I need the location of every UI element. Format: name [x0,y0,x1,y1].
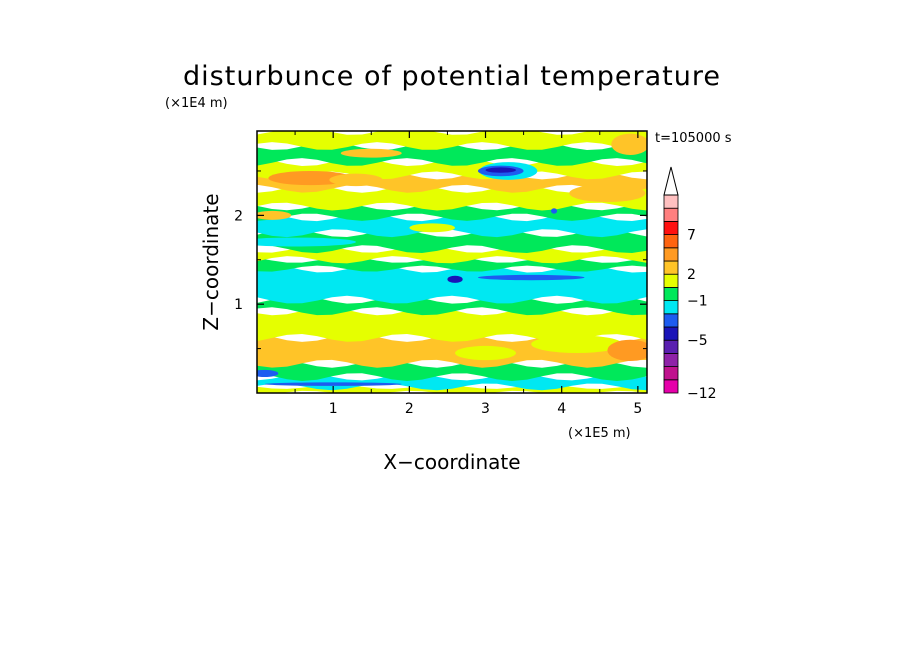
colorbar-level [663,286,679,301]
colorbar-label: −1 [687,294,708,310]
x-tick-label: 4 [557,401,566,417]
colorbar-level [663,352,679,367]
contour-patch [329,173,383,187]
colorbar-level [663,260,679,275]
x-axis-label: X−coordinate [383,450,520,474]
colorbar-level [663,339,679,354]
colorbar-level [663,247,679,262]
colorbar-level [663,273,679,288]
colorbar-level [663,207,679,222]
contour-patch [531,335,623,354]
x-tick-label: 2 [405,401,414,417]
contour-band [257,185,647,211]
colorbar-level [663,326,679,341]
contour-patch [569,184,646,203]
contour-patch [257,273,433,296]
contour-band [257,360,647,381]
y-tick-label: 2 [234,208,243,224]
contour-patch [551,208,558,214]
x-axis-ticks: 1 2 3 4 5 [294,131,642,417]
contour-band [257,373,647,391]
colorbar-level [663,313,679,328]
y-scale-label: (×1E4 m) [165,96,228,111]
x-scale-label: (×1E5 m) [568,426,631,441]
colorbar-level [663,379,679,394]
contour-patch [485,167,516,173]
colorbar-level [663,366,679,381]
contour-band [257,229,647,254]
contour-patch [607,339,647,362]
contour-patch [611,133,647,155]
colorbar-level [663,194,679,209]
y-axis-ticks: 12 [234,170,647,350]
contour-patch [257,210,292,220]
contour-patch [447,275,463,283]
colorbar-label: −12 [687,386,717,402]
x-tick-label: 1 [329,401,338,417]
contour-patch [340,148,402,158]
contour-patch [257,369,279,378]
contour-band [257,295,647,316]
colorbar-label: 7 [687,228,696,244]
colorbar-level [663,300,679,315]
chart-title: disturbunce of potential temperature [183,61,721,92]
colorbar-label: 2 [687,267,696,283]
contour-patch [477,274,585,281]
contour-patch [257,237,357,247]
x-tick-label: 5 [633,401,642,417]
contour-band [257,307,647,342]
contour-field [257,131,647,393]
contour-band [257,131,647,150]
colorbar-label: −5 [687,333,708,349]
colorbar-extend-arrow [663,166,679,196]
y-axis-label: Z−coordinate [199,193,223,330]
time-label: t=105000 s [655,131,732,146]
contour-patch [455,345,516,361]
contour-patch [409,223,456,233]
colorbar-level [663,220,679,235]
colorbar-level [663,234,679,249]
plot-frame [256,130,648,394]
colorbar: −12−5−127 [663,166,717,402]
contour-band [257,245,647,264]
x-tick-label: 3 [481,401,490,417]
contour-patch [264,382,402,386]
y-tick-label: 1 [234,297,243,313]
